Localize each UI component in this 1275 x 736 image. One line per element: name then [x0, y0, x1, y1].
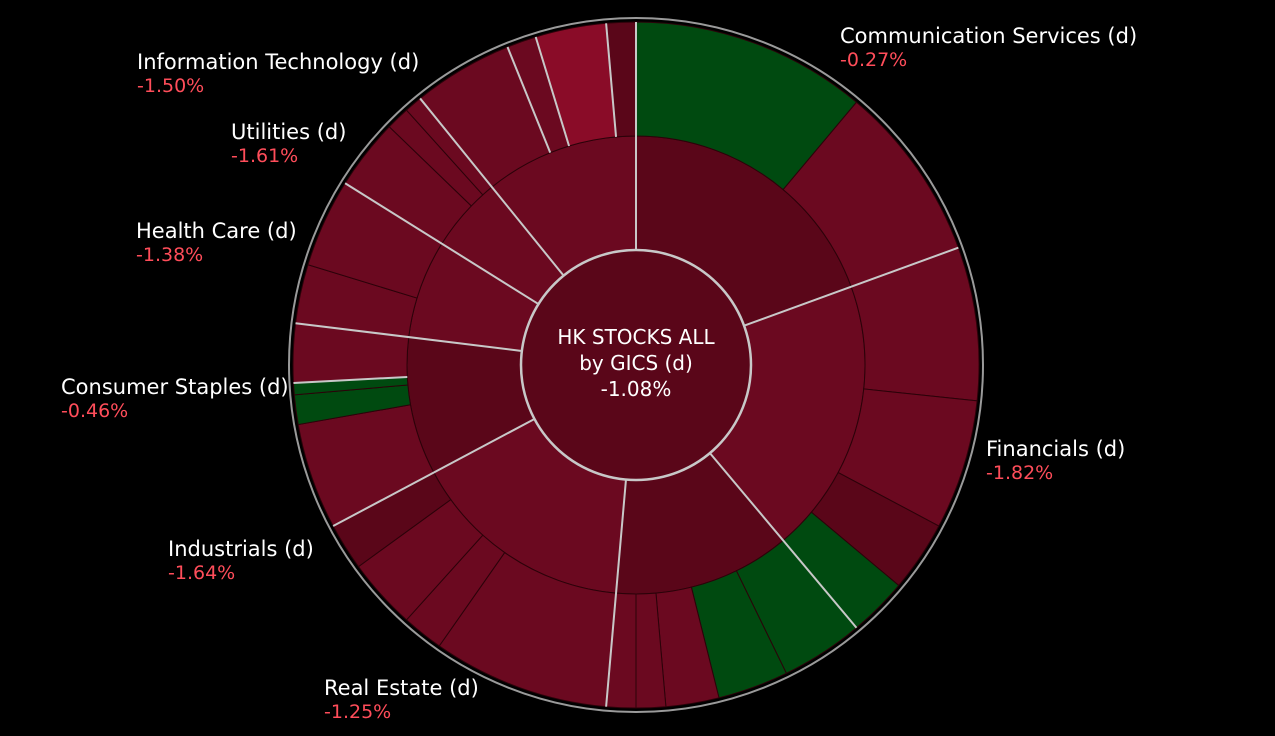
sector-separator-8	[506, 46, 552, 154]
sector-change: -1.64%	[168, 562, 236, 584]
sector-separator-6	[344, 182, 539, 305]
sector-separator-9	[534, 36, 571, 147]
sector-label-consumer-staples[interactable]: Consumer Staples (d) -0.46%	[61, 375, 289, 423]
sector-label-real-estate[interactable]: Real Estate (d) -1.25%	[324, 676, 479, 724]
sector-change: -0.27%	[840, 49, 908, 71]
sector-separator-1	[743, 246, 959, 327]
sector-separator-10	[605, 23, 618, 137]
sector-label-communication-services[interactable]: Communication Services (d) -0.27%	[840, 24, 1137, 72]
sector-name: Health Care (d)	[136, 219, 297, 243]
sector-change: -0.46%	[61, 400, 129, 422]
sector-separator-3	[605, 479, 627, 707]
sector-name: Communication Services (d)	[840, 24, 1138, 48]
sector-separator-11	[293, 375, 408, 384]
center-value: -1.08%	[600, 377, 672, 401]
sector-separator-7	[419, 97, 565, 277]
sector-label-industrials[interactable]: Industrials (d) -1.64%	[168, 537, 314, 585]
sector-name: Information Technology (d)	[137, 50, 420, 74]
sector-name: Consumer Staples (d)	[61, 375, 289, 399]
sector-separator-5	[295, 322, 522, 352]
sector-label-financials[interactable]: Financials (d) -1.82%	[986, 437, 1125, 485]
sector-label-health-care[interactable]: Health Care (d) -1.38%	[136, 219, 297, 267]
center-title: HK STOCKS ALL	[557, 325, 715, 349]
sector-label-utilities[interactable]: Utilities (d) -1.61%	[231, 120, 346, 168]
sector-separator-4	[332, 418, 535, 527]
sector-name: Utilities (d)	[231, 120, 347, 144]
sector-change: -1.50%	[137, 75, 205, 97]
sector-change: -1.82%	[986, 462, 1054, 484]
sector-label-information-technology[interactable]: Information Technology (d) -1.50%	[137, 50, 419, 98]
sector-change: -1.61%	[231, 145, 299, 167]
sector-name: Real Estate (d)	[324, 676, 479, 700]
sector-name: Industrials (d)	[168, 537, 314, 561]
sector-change: -1.25%	[324, 701, 392, 723]
sector-separator-2	[709, 452, 858, 629]
sector-name: Financials (d)	[986, 437, 1126, 461]
center-label: HK STOCKS ALL by GICS (d) -1.08%	[536, 324, 736, 402]
center-subtitle: by GICS (d)	[579, 351, 693, 375]
sector-change: -1.38%	[136, 244, 204, 266]
